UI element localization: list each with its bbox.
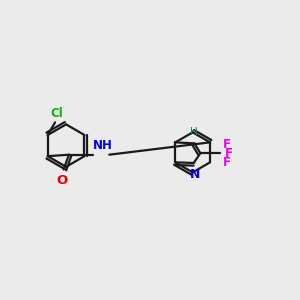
Text: N: N [189, 168, 200, 181]
Text: F: F [223, 138, 231, 151]
Text: F: F [225, 147, 233, 160]
Text: F: F [223, 156, 231, 169]
Text: O: O [57, 174, 68, 187]
Text: NH: NH [93, 140, 113, 152]
Text: Cl: Cl [50, 107, 63, 120]
Text: H: H [190, 127, 198, 137]
